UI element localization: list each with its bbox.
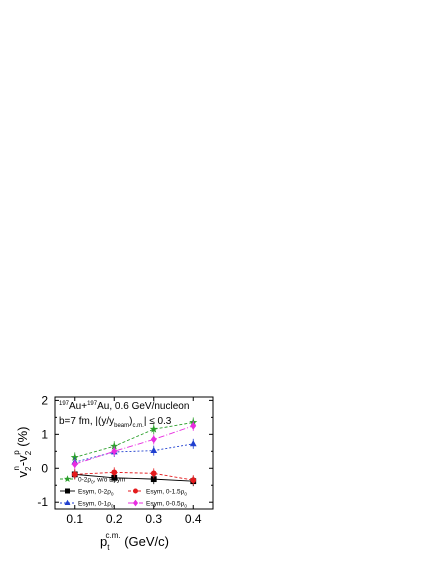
data-point — [150, 470, 157, 477]
y-label-a-sup: n — [12, 466, 21, 470]
series-line — [74, 422, 194, 458]
y-tick-label: -1 — [37, 495, 48, 509]
y-label-a-sub: 2 — [24, 466, 33, 471]
annotation-text-4: ) — [129, 416, 132, 427]
data-point — [150, 446, 158, 454]
annotation-sup-2: 197 — [87, 401, 98, 407]
x-tick-label: 0.1 — [66, 512, 83, 526]
x-axis-label: pt c.m. (GeV/c) — [100, 531, 169, 552]
series-line — [74, 425, 194, 465]
y-axis-label: v2n-v2p (%) — [12, 427, 33, 478]
x-label-sub: t — [107, 543, 110, 552]
data-point — [149, 425, 158, 433]
x-label-sup: c.m. — [105, 531, 120, 540]
legend-marker — [65, 488, 71, 494]
legend-entry: Esym, 0-0.5ρ0 — [128, 499, 187, 509]
y-tick-label: 2 — [41, 393, 48, 407]
data-point — [71, 471, 78, 478]
legend-label: 0-2ρ0, w/o Esym — [78, 477, 125, 485]
legend-label-main: Esym, 0-1.5ρ — [146, 489, 185, 496]
data-point — [150, 435, 157, 444]
y-label-a: v — [15, 471, 30, 478]
annotation-line-2: b=7 fm, |(y/ybeam)c.m.| ≤ 0.3 — [59, 416, 172, 429]
data-point — [71, 460, 78, 469]
legend-label-sub: 0 — [91, 480, 94, 485]
axes: 0.1 0.2 0.3 0.4 -1 0 1 2 — [37, 393, 213, 526]
legend-marker — [64, 499, 71, 506]
annotation-text-3: b=7 fm, |(y/y — [59, 416, 114, 427]
x-label-main: p — [100, 534, 107, 549]
annotation-sub-1: beam — [114, 423, 129, 429]
y-label-b-sup: p — [12, 450, 21, 455]
annotation-sub-2: c.m. — [132, 423, 144, 429]
x-label-tail: (GeV/c) — [121, 534, 169, 549]
x-tick-label: 0.2 — [106, 512, 123, 526]
data-point — [190, 421, 197, 430]
legend-entry: Esym, 0-2ρ0 — [60, 488, 114, 497]
data-point — [111, 469, 118, 476]
x-tick-label: 0.3 — [145, 512, 162, 526]
legend-label-main: 0-2ρ — [78, 477, 91, 484]
series-3 — [71, 467, 197, 486]
data-point — [111, 447, 118, 456]
x-tick-label: 0.4 — [185, 512, 202, 526]
y-label-dash: - — [15, 462, 30, 466]
legend-label-main: Esym, 0-1ρ — [78, 501, 111, 508]
series-5 — [71, 420, 197, 470]
annotation-text-2: Au, 0.6 GeV/nucleon — [97, 401, 189, 412]
legend-label-sub: 0 — [111, 504, 114, 509]
y-label-b-sub: 2 — [24, 450, 33, 455]
legend-label-sub: 0 — [184, 492, 187, 497]
annotation-text-1: Au+ — [69, 401, 87, 412]
legend-entry: 0-2ρ0, w/o Esym — [60, 475, 125, 485]
plot-frame — [54, 396, 214, 510]
legend-label: Esym, 0-1ρ0 — [78, 501, 114, 509]
legend-label: Esym, 0-1.5ρ0 — [146, 489, 187, 497]
legend-marker — [132, 499, 139, 507]
y-tick-label: 1 — [41, 427, 48, 441]
annotation-text-5: | ≤ 0.3 — [144, 416, 172, 427]
legend-label: Esym, 0-2ρ0 — [78, 489, 114, 497]
legend-label-tail: , w/o Esym — [94, 477, 126, 484]
legend-label-main: Esym, 0-2ρ — [78, 489, 111, 496]
y-tick-label: 0 — [41, 461, 48, 475]
series-line — [74, 443, 194, 463]
y-label-b: v — [15, 455, 30, 462]
legend-label-main: Esym, 0-0.5ρ — [146, 501, 185, 508]
data-point — [190, 477, 197, 484]
series-layer — [70, 417, 198, 487]
legend-marker — [133, 488, 139, 494]
legend-label-sub: 0 — [111, 492, 114, 497]
legend-label: Esym, 0-0.5ρ0 — [146, 501, 187, 509]
legend-entry: Esym, 0-1ρ0 — [60, 499, 114, 509]
data-point — [189, 440, 197, 447]
legend-label-sub: 0 — [184, 504, 187, 509]
y-label-tail: (%) — [15, 427, 30, 451]
annotation-sup-1: 197 — [59, 401, 70, 407]
legend-entry: Esym, 0-1.5ρ0 — [128, 488, 187, 497]
legend-marker — [63, 475, 72, 482]
series-line — [74, 473, 194, 482]
annotation-line-1: 197Au+197Au, 0.6 GeV/nucleon — [59, 401, 189, 412]
